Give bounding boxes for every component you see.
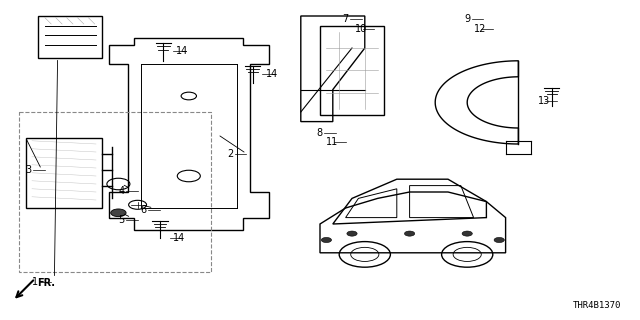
Text: 1: 1	[32, 276, 38, 287]
Text: 10: 10	[355, 24, 367, 34]
Text: 14: 14	[173, 233, 185, 244]
Text: 7: 7	[342, 14, 349, 24]
Text: 8: 8	[317, 128, 323, 138]
Text: 2: 2	[227, 148, 234, 159]
Text: 5: 5	[118, 215, 125, 225]
Text: 6: 6	[141, 205, 147, 215]
Text: 11: 11	[326, 137, 339, 148]
Polygon shape	[435, 61, 518, 144]
Text: THR4B1370: THR4B1370	[572, 301, 621, 310]
Text: 9: 9	[464, 14, 470, 24]
Circle shape	[494, 237, 504, 243]
Text: 3: 3	[26, 164, 32, 175]
Text: 12: 12	[474, 24, 486, 34]
Text: 4: 4	[118, 186, 125, 196]
Text: 14: 14	[176, 46, 188, 56]
Circle shape	[111, 209, 126, 217]
Text: FR.: FR.	[37, 278, 55, 288]
Circle shape	[347, 231, 357, 236]
Circle shape	[321, 237, 332, 243]
Circle shape	[462, 231, 472, 236]
Text: 14: 14	[266, 68, 278, 79]
Circle shape	[404, 231, 415, 236]
Text: 13: 13	[538, 96, 550, 106]
